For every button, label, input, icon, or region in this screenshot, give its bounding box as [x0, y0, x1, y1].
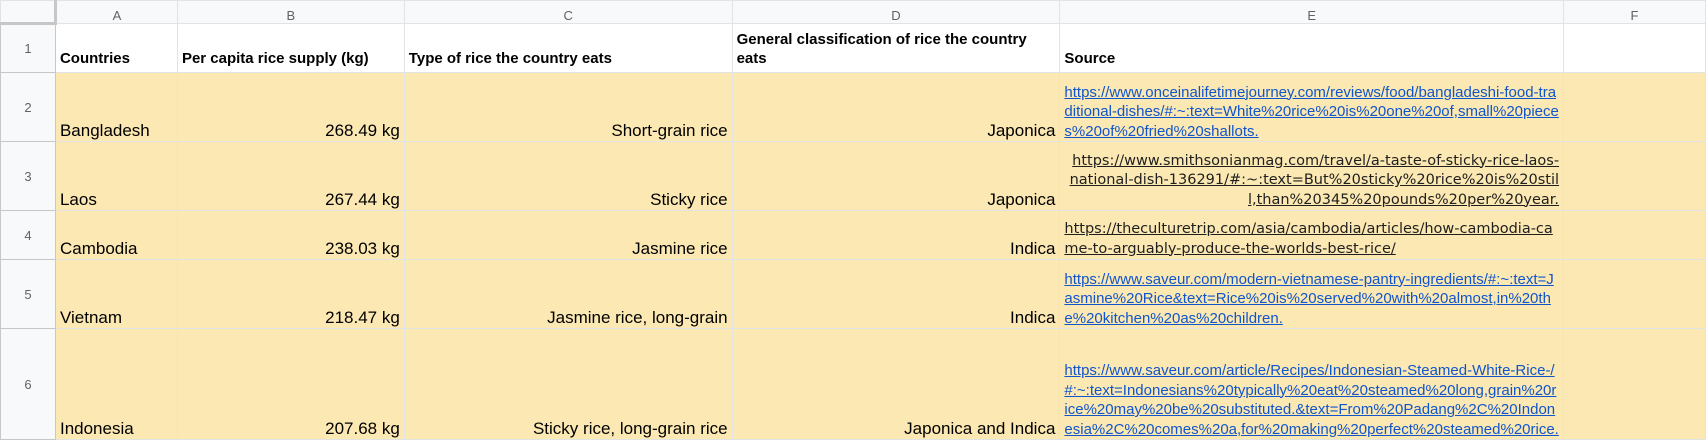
table-row: 1 Countries Per capita rice supply (kg) …	[0, 23, 1706, 73]
empty-cell[interactable]	[1563, 328, 1706, 440]
classification-cell[interactable]: Japonica and Indica	[731, 328, 1061, 440]
table-row: 2 Bangladesh 268.49 kg Short-grain rice …	[0, 72, 1706, 142]
type-cell[interactable]: Jasmine rice, long-grain	[403, 259, 733, 329]
country-cell[interactable]: Vietnam	[54, 259, 178, 329]
row-header[interactable]: 6	[0, 328, 56, 440]
country-cell[interactable]: Laos	[54, 141, 178, 211]
source-cell[interactable]: https://www.smithsonianmag.com/travel/a-…	[1059, 141, 1565, 211]
table-row: 3 Laos 267.44 kg Sticky rice Japonica ht…	[0, 141, 1706, 211]
empty-cell[interactable]	[1563, 210, 1706, 260]
row-header[interactable]: 5	[0, 259, 56, 329]
source-link[interactable]: https://www.smithsonianmag.com/travel/a-…	[1069, 152, 1560, 208]
row-header[interactable]: 1	[0, 23, 56, 73]
column-header-f[interactable]: F	[1563, 0, 1706, 24]
empty-cell[interactable]	[1563, 259, 1706, 329]
header-cell-countries[interactable]: Countries	[54, 23, 178, 73]
header-cell-source[interactable]: Source	[1059, 23, 1565, 73]
row-header[interactable]: 2	[0, 72, 56, 142]
empty-cell[interactable]	[1563, 141, 1706, 211]
classification-cell[interactable]: Japonica	[731, 72, 1061, 142]
source-cell[interactable]: https://theculturetrip.com/asia/cambodia…	[1059, 210, 1565, 260]
column-header-a[interactable]: A	[54, 0, 178, 24]
source-link[interactable]: https://www.saveur.com/article/Recipes/I…	[1064, 362, 1559, 438]
table-row: 4 Cambodia 238.03 kg Jasmine rice Indica…	[0, 210, 1706, 260]
type-cell[interactable]: Sticky rice	[403, 141, 733, 211]
column-header-c[interactable]: C	[403, 0, 733, 24]
select-all-corner[interactable]	[0, 0, 57, 25]
column-header-b[interactable]: B	[176, 0, 405, 24]
country-cell[interactable]: Bangladesh	[54, 72, 178, 142]
column-header-row: A B C D E F	[0, 0, 1706, 25]
header-cell-type[interactable]: Type of rice the country eats	[403, 23, 733, 73]
empty-cell[interactable]	[1563, 23, 1706, 73]
supply-cell[interactable]: 207.68 kg	[176, 328, 405, 440]
country-cell[interactable]: Indonesia	[54, 328, 178, 440]
empty-cell[interactable]	[1563, 72, 1706, 142]
classification-cell[interactable]: Japonica	[731, 141, 1061, 211]
source-cell[interactable]: https://www.saveur.com/modern-vietnamese…	[1059, 259, 1565, 329]
row-header[interactable]: 3	[0, 141, 56, 211]
source-link[interactable]: https://www.onceinalifetimejourney.com/r…	[1064, 83, 1559, 140]
table-row: 5 Vietnam 218.47 kg Jasmine rice, long-g…	[0, 259, 1706, 329]
type-cell[interactable]: Sticky rice, long-grain rice	[403, 328, 733, 440]
source-link[interactable]: https://theculturetrip.com/asia/cambodia…	[1064, 221, 1553, 257]
supply-cell[interactable]: 218.47 kg	[176, 259, 405, 329]
supply-cell[interactable]: 267.44 kg	[176, 141, 405, 211]
column-header-e[interactable]: E	[1059, 0, 1565, 24]
type-cell[interactable]: Short-grain rice	[403, 72, 733, 142]
supply-cell[interactable]: 268.49 kg	[176, 72, 405, 142]
header-cell-classification[interactable]: General classification of rice the count…	[731, 23, 1061, 73]
table-row: 6 Indonesia 207.68 kg Sticky rice, long-…	[0, 328, 1706, 440]
supply-cell[interactable]: 238.03 kg	[176, 210, 405, 260]
country-cell[interactable]: Cambodia	[54, 210, 178, 260]
row-header[interactable]: 4	[0, 210, 56, 260]
source-cell[interactable]: https://www.saveur.com/article/Recipes/I…	[1059, 328, 1565, 440]
source-cell[interactable]: https://www.onceinalifetimejourney.com/r…	[1059, 72, 1565, 142]
classification-cell[interactable]: Indica	[731, 259, 1061, 329]
source-link[interactable]: https://www.saveur.com/modern-vietnamese…	[1064, 270, 1554, 327]
type-cell[interactable]: Jasmine rice	[403, 210, 733, 260]
column-header-d[interactable]: D	[731, 0, 1061, 24]
header-cell-supply[interactable]: Per capita rice supply (kg)	[176, 23, 405, 73]
classification-cell[interactable]: Indica	[731, 210, 1061, 260]
